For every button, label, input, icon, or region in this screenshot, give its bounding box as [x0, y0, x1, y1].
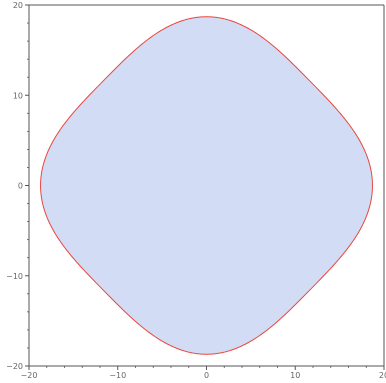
x-tick-label: 0 [204, 371, 209, 380]
y-tick-label: −10 [6, 272, 23, 281]
y-tick-label: 20 [13, 1, 23, 10]
region-layer [41, 17, 373, 355]
y-tick-label: 10 [13, 91, 23, 100]
y-axis-ticks: 20 10 0 −10 −20 [6, 1, 29, 371]
x-tick-label: 20 [379, 371, 386, 380]
x-tick-label: 10 [290, 371, 300, 380]
x-tick-label: −20 [21, 371, 38, 380]
y-tick-label: 0 [18, 182, 23, 191]
y-tick-label: −20 [6, 362, 23, 371]
x-axis-ticks: −20 −10 0 10 20 [21, 366, 386, 380]
region-series-0 [41, 17, 373, 355]
x-tick-label: −10 [109, 371, 126, 380]
